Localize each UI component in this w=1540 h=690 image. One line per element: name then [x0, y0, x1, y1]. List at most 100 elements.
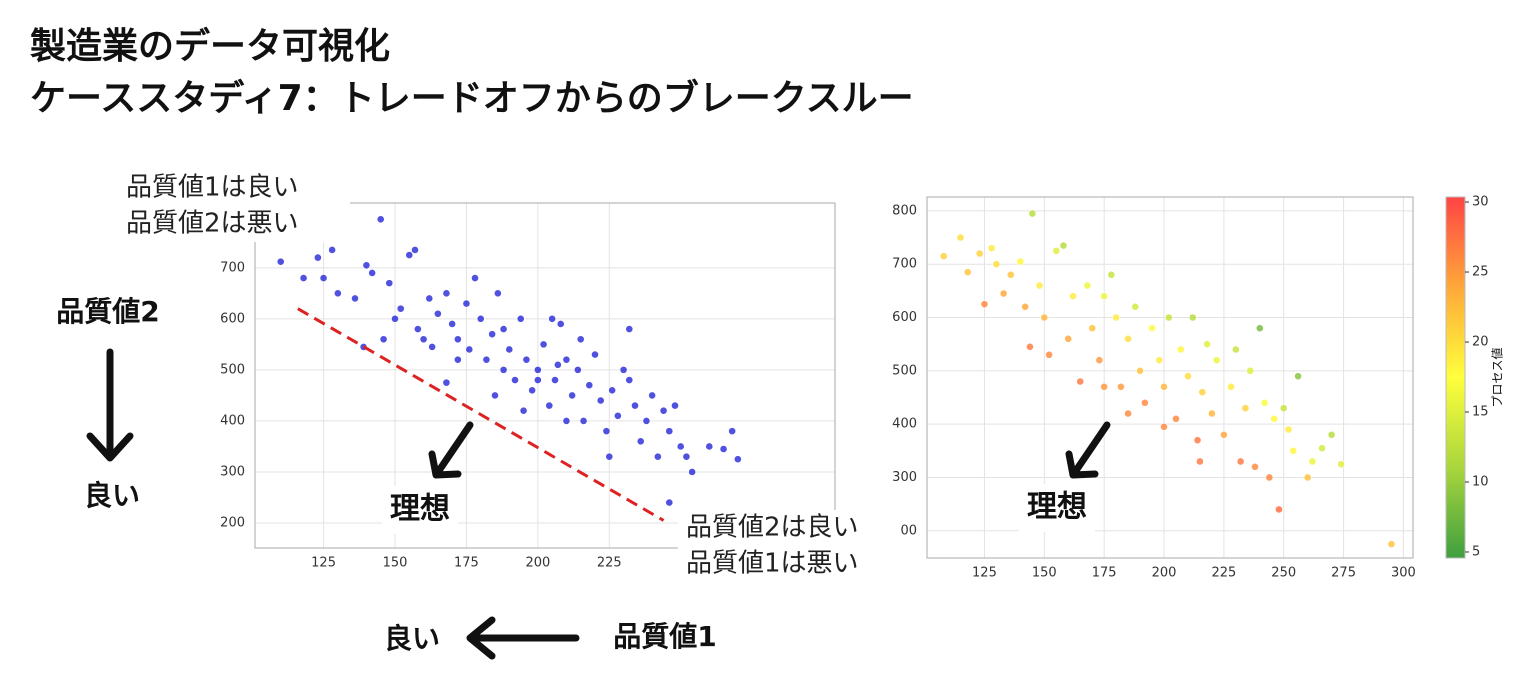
point [351, 294, 359, 303]
x-tick-label: 225 [1211, 566, 1236, 581]
point [328, 246, 337, 254]
point [682, 452, 691, 461]
point [442, 289, 451, 298]
point [631, 401, 639, 410]
point [1076, 377, 1085, 386]
point [999, 289, 1008, 298]
point [1231, 345, 1240, 354]
y-tick-label: 300 [892, 470, 917, 485]
point [462, 299, 471, 308]
point [405, 251, 414, 259]
point [1303, 473, 1312, 482]
point [433, 309, 442, 318]
point [516, 314, 525, 323]
point [1387, 540, 1396, 549]
y-tick-label: 700 [892, 257, 917, 272]
point [579, 417, 588, 425]
colorbar-tick-label: 10 [1472, 474, 1489, 489]
point [665, 427, 674, 436]
point [1095, 356, 1104, 365]
point [676, 442, 685, 451]
point [1164, 313, 1173, 322]
point [1124, 409, 1133, 418]
point [963, 268, 972, 277]
arrow [86, 348, 134, 462]
point [625, 325, 634, 333]
annotation: 品質値2は良い [686, 513, 859, 543]
point [1136, 366, 1144, 375]
colorbar-tick-label: 25 [1472, 265, 1489, 280]
point [1227, 382, 1235, 391]
point [533, 365, 542, 374]
point [499, 365, 508, 374]
colorbar-tick-label: 20 [1472, 335, 1489, 350]
point [1052, 246, 1061, 255]
x-tick-label: 200 [1152, 566, 1177, 581]
point [596, 396, 605, 405]
point [1006, 270, 1015, 279]
point [980, 300, 989, 309]
arrow [466, 616, 580, 660]
y-tick-label: 500 [892, 363, 917, 378]
point [442, 378, 451, 387]
arrow [428, 421, 474, 479]
point [545, 401, 554, 410]
point [1207, 409, 1216, 418]
point [1241, 404, 1250, 413]
annotation: 品質値1は良い [126, 173, 299, 203]
point [719, 445, 728, 453]
point [1172, 414, 1180, 423]
good-label: 良い [84, 479, 140, 512]
point [1198, 388, 1207, 397]
point [956, 233, 965, 242]
x-tick-label: 125 [311, 556, 336, 571]
y-tick-label: 700 [220, 260, 245, 275]
point [1112, 313, 1121, 322]
point [1275, 505, 1283, 514]
point [488, 330, 497, 339]
colorbar-tick-label: 15 [1472, 405, 1489, 420]
point [1193, 436, 1202, 445]
point [385, 279, 394, 288]
point [1246, 366, 1255, 375]
point [648, 391, 657, 400]
point [576, 335, 585, 344]
y-tick-label: 00 [900, 523, 917, 538]
point [551, 376, 559, 384]
point [476, 314, 485, 323]
point [471, 274, 479, 282]
point [411, 246, 419, 254]
point [659, 406, 668, 415]
point [568, 391, 577, 400]
point [642, 417, 651, 425]
x-tick-label: 150 [383, 556, 408, 571]
point [987, 244, 996, 253]
point [1016, 257, 1025, 266]
point [299, 274, 308, 282]
point [1069, 292, 1077, 301]
point [728, 427, 737, 436]
good-label: 良い [384, 622, 440, 655]
point [939, 252, 948, 261]
point [636, 437, 645, 446]
point [653, 452, 662, 461]
x-tick-label: 300 [1391, 566, 1416, 581]
point [1131, 302, 1140, 311]
point [1327, 430, 1336, 439]
point [1255, 324, 1264, 333]
point [453, 335, 462, 344]
point [1265, 473, 1274, 482]
point [1021, 302, 1030, 311]
y-tick-label: 400 [220, 413, 245, 428]
point [528, 386, 537, 395]
ideal-label: 理想 [390, 492, 450, 527]
point [1155, 356, 1164, 365]
arrow [1065, 421, 1111, 479]
x-tick-label: 175 [454, 556, 479, 571]
point [1035, 281, 1044, 290]
point [482, 355, 491, 364]
x-tick-label: 200 [525, 556, 550, 571]
point [333, 289, 342, 298]
point [1219, 430, 1228, 439]
point [975, 249, 984, 258]
